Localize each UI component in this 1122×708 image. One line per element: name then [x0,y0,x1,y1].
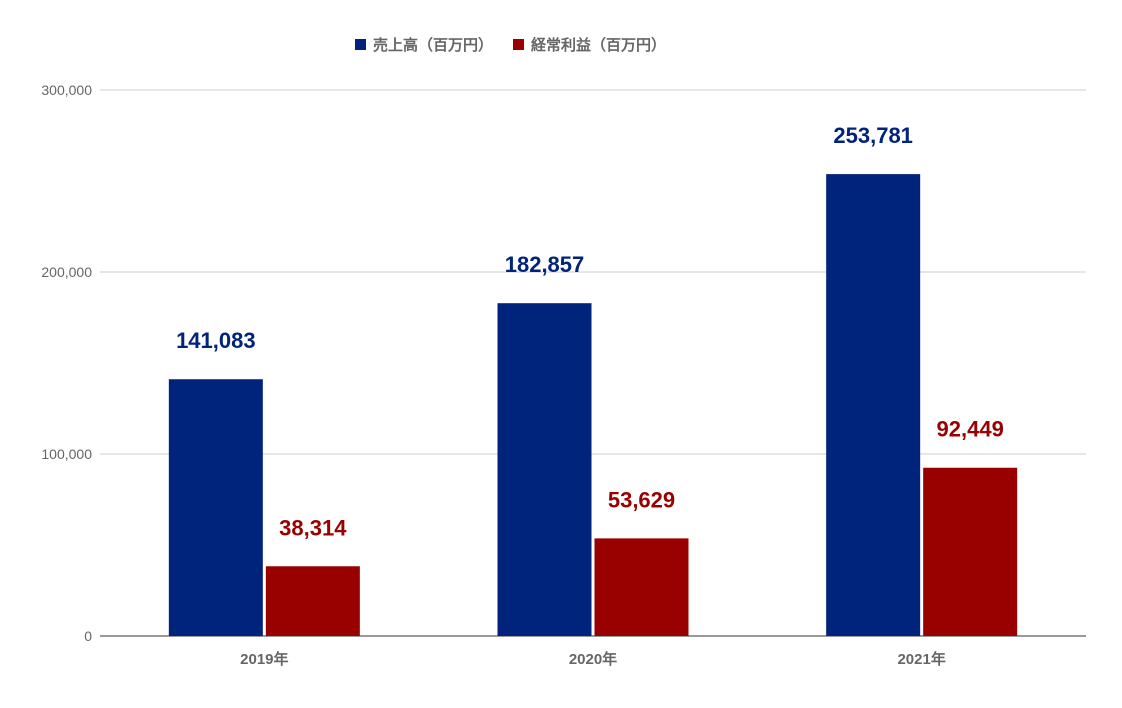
data-labels: 141,083 38,314 182,857 53,629 253,781 92,449 [176,123,1004,540]
x-category-label: 2021年 [897,650,945,668]
data-label-series0-1: 182,857 [505,252,585,277]
x-category-label: 2020年 [569,650,617,668]
x-category-label: 2019年 [240,650,288,668]
legend-label-series1: 経常利益（百万円） [531,36,666,54]
y-tick-label: 300,000 [41,82,92,98]
bars [168,174,1018,636]
y-tick-label: 200,000 [41,264,92,280]
legend: 売上高（百万円） 経常利益（百万円） [355,36,666,54]
bar-series1-1 [594,538,689,636]
data-label-series1-0: 38,314 [279,515,347,540]
bar-series1-0 [265,566,360,636]
y-tick-label: 100,000 [41,446,92,462]
y-axis-ticks: 0 100,000 200,000 300,000 [41,82,92,644]
bar-series0-1 [497,303,592,636]
legend-label-series0: 売上高（百万円） [373,36,493,54]
bar-series1-2 [923,467,1018,636]
bar-series0-0 [168,379,263,636]
y-tick-label: 0 [84,628,92,644]
legend-swatch-series0 [355,39,366,50]
legend-swatch-series1 [513,39,524,50]
data-label-series1-1: 53,629 [608,487,675,512]
data-label-series1-2: 92,449 [937,417,1004,442]
bar-series0-2 [826,174,921,636]
gridlines [100,89,1086,637]
x-axis-labels: 2019年 2020年 2021年 [240,650,946,668]
data-label-series0-2: 253,781 [833,123,913,148]
data-label-series0-0: 141,083 [176,328,256,353]
